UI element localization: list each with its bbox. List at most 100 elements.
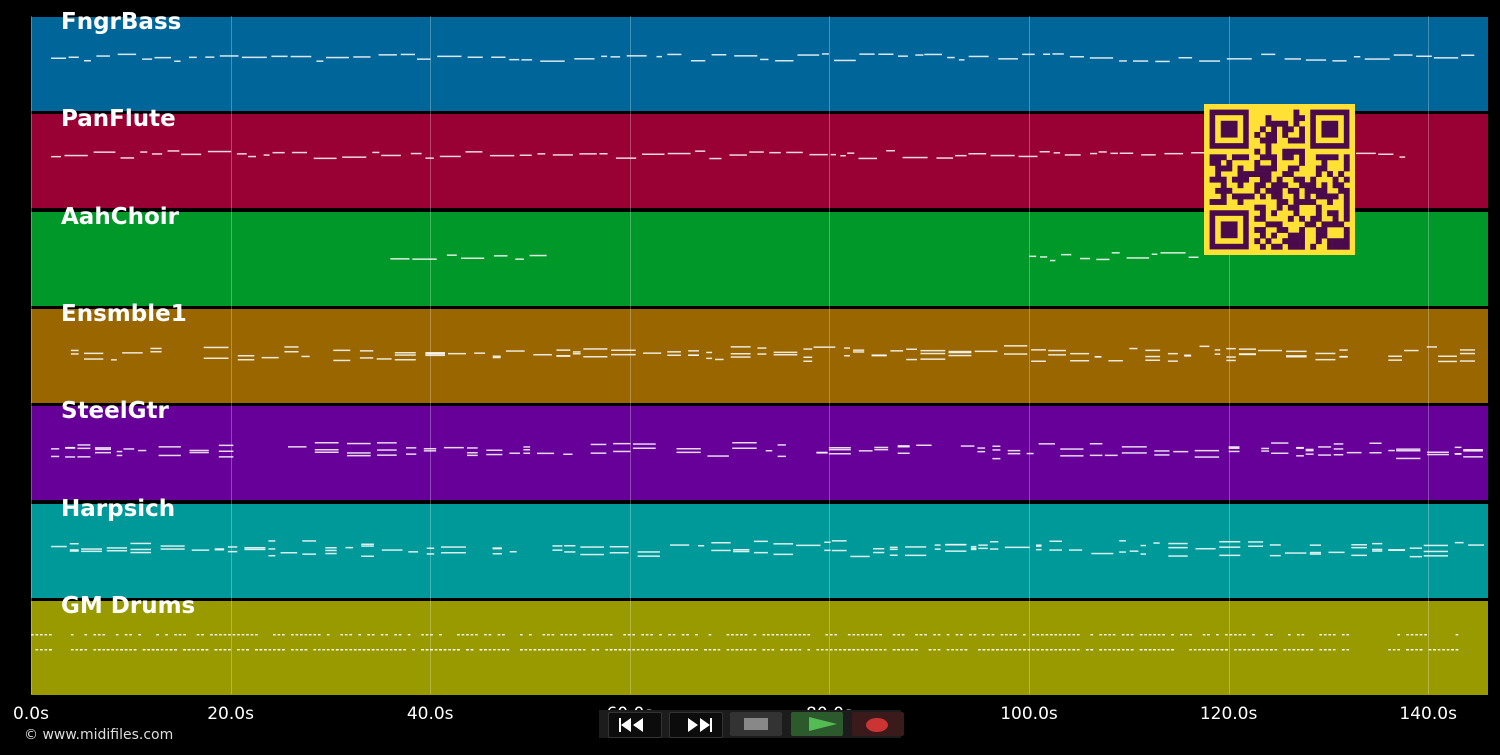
note	[958, 59, 965, 61]
note	[284, 346, 299, 348]
note	[376, 648, 379, 651]
note	[268, 648, 272, 651]
track-lane-fngrbass[interactable]: FngrBass	[31, 9, 1488, 111]
note	[551, 648, 555, 651]
note	[425, 157, 434, 160]
note	[1442, 648, 1445, 651]
note	[1070, 352, 1090, 355]
note	[874, 648, 878, 651]
note	[505, 350, 525, 352]
stop-button[interactable]	[730, 712, 782, 736]
note	[272, 152, 285, 154]
note	[552, 548, 563, 551]
note	[825, 633, 829, 636]
note	[1110, 152, 1118, 155]
note	[1216, 648, 1219, 651]
note	[636, 648, 640, 651]
note	[178, 633, 182, 636]
note	[1228, 447, 1240, 450]
track-name: Harpsich	[61, 495, 176, 522]
note	[394, 633, 397, 636]
play-button[interactable]	[791, 712, 843, 736]
note	[314, 442, 339, 444]
note	[632, 447, 656, 450]
note	[1119, 539, 1126, 542]
note	[301, 355, 310, 358]
note	[1468, 543, 1484, 546]
qr-code[interactable]	[1204, 104, 1355, 255]
note	[538, 648, 541, 651]
record-button[interactable]	[852, 712, 904, 736]
note	[821, 53, 829, 55]
note	[1039, 151, 1050, 153]
note	[964, 648, 968, 651]
note	[237, 358, 255, 361]
note	[434, 648, 438, 651]
note	[237, 354, 255, 357]
note	[1388, 449, 1395, 452]
note	[1318, 454, 1332, 456]
note	[1332, 633, 1336, 636]
note	[218, 444, 234, 447]
note	[1052, 53, 1064, 55]
note	[1049, 548, 1062, 551]
note	[834, 648, 838, 651]
note	[261, 356, 279, 359]
note	[1353, 56, 1361, 58]
note	[493, 648, 496, 651]
fast-forward-button[interactable]	[669, 712, 723, 738]
note	[1184, 633, 1188, 636]
note	[960, 648, 963, 651]
note	[1297, 633, 1300, 636]
rewind-button[interactable]	[608, 712, 662, 738]
note	[1310, 648, 1314, 651]
note	[789, 648, 793, 651]
note	[1153, 648, 1156, 651]
note	[580, 545, 604, 548]
note	[611, 349, 636, 351]
note	[520, 648, 523, 651]
note	[1067, 633, 1071, 636]
note	[246, 633, 249, 636]
note	[439, 648, 442, 651]
note	[398, 633, 402, 636]
note	[547, 648, 550, 651]
track-lane-gm-drums[interactable]: GM Drums	[31, 593, 1488, 695]
note	[65, 447, 76, 449]
note	[897, 446, 910, 448]
note	[326, 648, 330, 651]
track-name: GM Drums	[61, 592, 196, 619]
note	[169, 648, 173, 651]
note	[853, 349, 865, 351]
note	[133, 648, 137, 651]
note	[96, 55, 110, 57]
note	[1058, 633, 1062, 636]
note	[698, 544, 705, 546]
note	[753, 551, 768, 553]
note	[288, 446, 307, 448]
note	[1129, 347, 1138, 350]
note	[335, 648, 339, 651]
note	[123, 448, 135, 450]
note	[840, 155, 846, 157]
note	[394, 648, 397, 651]
track-lane-ensmble1[interactable]: Ensmble1	[31, 301, 1488, 403]
rewind-icon	[619, 718, 643, 732]
note	[304, 648, 308, 651]
note	[84, 352, 104, 354]
note	[676, 448, 701, 450]
note	[540, 60, 565, 62]
note	[1265, 633, 1269, 636]
note	[1318, 446, 1332, 448]
note	[187, 648, 191, 651]
track-lane-steelgtr[interactable]: SteelGtr	[31, 398, 1488, 501]
note	[51, 57, 67, 59]
note	[632, 633, 635, 636]
note	[1048, 349, 1066, 352]
track-lane-harpsich[interactable]: Harpsich	[31, 496, 1488, 598]
note	[44, 633, 48, 636]
note	[886, 150, 895, 152]
note	[618, 648, 622, 651]
track-name: PanFlute	[61, 106, 176, 133]
note	[509, 58, 520, 61]
